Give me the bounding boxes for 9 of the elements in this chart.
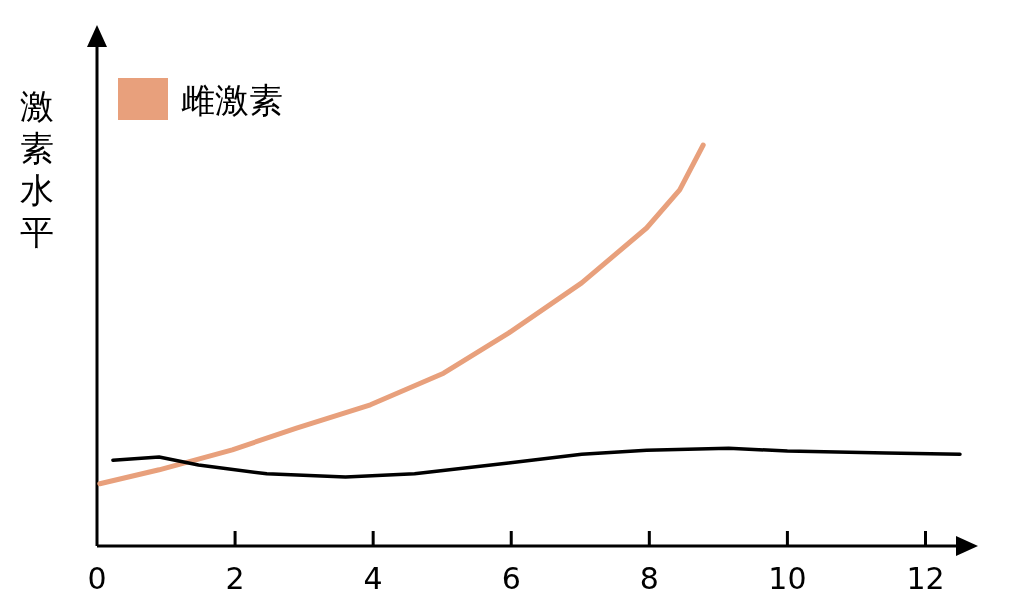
x-tick-label: 4 xyxy=(363,561,383,596)
x-tick-label: 10 xyxy=(768,561,807,596)
x-tick-label: 8 xyxy=(639,561,659,596)
x-tick-label: 6 xyxy=(501,561,521,596)
legend-label: 雌激素 xyxy=(181,80,283,120)
x-tick-label: 2 xyxy=(225,561,245,596)
x-tick-label: 12 xyxy=(906,561,945,596)
y-axis-title: 激素水平 xyxy=(20,86,54,252)
x-tick-label: 0 xyxy=(87,561,107,596)
